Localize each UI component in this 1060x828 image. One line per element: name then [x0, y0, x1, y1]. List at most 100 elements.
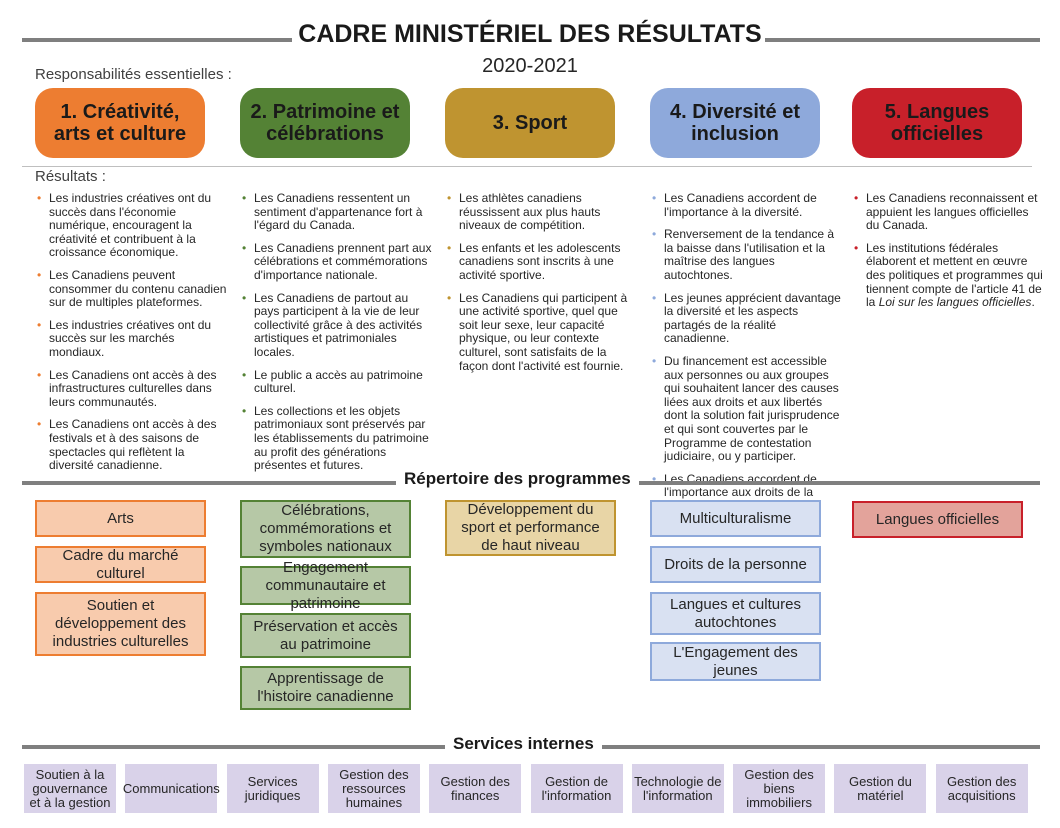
- bullet-icon: •: [37, 317, 42, 332]
- result-text: Les Canadiens peuvent consommer du conte…: [49, 267, 227, 310]
- results-list-5: • Les Canadiens reconnaissent et appuient…: [854, 191, 1044, 319]
- bullet-icon: •: [242, 290, 247, 305]
- responsibility-5: 5. Langues officielles: [852, 88, 1022, 158]
- program-box: Multiculturalisme: [650, 500, 821, 537]
- result-item: • Les Canadiens peuvent consommer du cont…: [37, 267, 227, 310]
- result-text: Les Canadiens accordent de l'importance …: [664, 191, 817, 219]
- result-text: Les Canadiens reconnaissent et appuient …: [866, 191, 1038, 233]
- result-item: • Du financement est accessible aux perso…: [652, 353, 842, 464]
- bullet-icon: •: [37, 367, 42, 382]
- bullet-icon: •: [242, 191, 247, 205]
- program-box: Préservation et accès au patrimoine: [240, 613, 411, 658]
- results-label: Résultats :: [35, 168, 106, 185]
- bullet-icon: •: [37, 267, 42, 282]
- responsibility-4: 4. Diversité et inclusion: [650, 88, 820, 158]
- result-item: • Les industries créatives ont du succès …: [37, 191, 227, 260]
- responsibility-2: 2. Patrimoine et célébrations: [240, 88, 410, 158]
- results-list-2: • Les Canadiens ressentent un sentiment d…: [242, 191, 432, 482]
- responsibilities-label: Responsabilités essentielles :: [35, 66, 232, 83]
- bullet-icon: •: [447, 290, 452, 305]
- result-item: • Le public a accès au patrimoine culture…: [242, 367, 432, 396]
- bullet-icon: •: [242, 240, 247, 255]
- program-box: Soutien et développement des industries …: [35, 592, 206, 656]
- result-item: • Les Canadiens accordent de l'importance…: [652, 191, 842, 219]
- result-text: Renversement de la tendance à la baisse …: [664, 227, 835, 282]
- result-item: • Les Canadiens ressentent un sentiment d…: [242, 191, 432, 233]
- result-text: Du financement est accessible aux person…: [664, 353, 840, 464]
- result-item: • Les Canadiens ont accès à des festivals…: [37, 418, 227, 472]
- result-text: Les collections et les objets patrimonia…: [254, 403, 429, 473]
- bullet-icon: •: [652, 290, 657, 305]
- program-box: Engagement communautaire et patrimoine: [240, 559, 411, 612]
- program-box: Développement du sport et performance de…: [445, 500, 616, 556]
- title-rule-right: [765, 38, 1040, 42]
- service-box: Gestion des biens immobiliers: [733, 764, 826, 813]
- result-item: • Les institutions fédérales élaborent et…: [854, 240, 1044, 310]
- result-text: Les Canadiens prennent part aux célébrat…: [254, 240, 432, 282]
- bullet-icon: •: [37, 417, 42, 432]
- bullet-icon: •: [652, 471, 657, 486]
- program-box: Langues officielles: [852, 501, 1023, 538]
- fiscal-year: 2020-2021: [482, 55, 578, 77]
- result-text: Les Canadiens ont accès à des infrastruc…: [49, 367, 217, 409]
- bullet-icon: •: [242, 367, 247, 382]
- result-text: Les Canadiens ont accès à des festivals …: [49, 417, 217, 473]
- result-text: Les industries créatives ont du succès d…: [49, 191, 212, 260]
- page-title: CADRE MINISTÉRIEL DES RÉSULTATS: [298, 20, 762, 48]
- program-box: Apprentissage de l'histoire canadienne: [240, 666, 411, 710]
- responsibility-3: 3. Sport: [445, 88, 615, 158]
- result-text: Les jeunes apprécient davantage la diver…: [664, 290, 841, 346]
- title-rule-left: [22, 38, 292, 42]
- bullet-icon: •: [447, 240, 452, 255]
- program-box: Langues et cultures autochtones: [650, 592, 821, 635]
- result-item: • Les jeunes apprécient davantage la dive…: [652, 290, 842, 346]
- bullet-icon: •: [854, 240, 859, 255]
- result-text: Les athlètes canadiens réussissent aux p…: [459, 191, 601, 233]
- bullet-icon: •: [652, 191, 657, 205]
- program-box: Arts: [35, 500, 206, 537]
- program-box: Droits de la personne: [650, 546, 821, 583]
- service-box: Communications: [123, 764, 220, 813]
- result-item: • Les athlètes canadiens réussissent aux …: [447, 191, 637, 233]
- result-text: Les institutions fédérales élaborent et …: [866, 240, 1043, 310]
- service-box: Gestion des acquisitions: [935, 764, 1028, 813]
- result-item: • Les enfants et les adolescents canadien…: [447, 240, 637, 283]
- program-box: Cadre du marché culturel: [35, 546, 206, 583]
- result-text: Les Canadiens qui participent à une acti…: [459, 290, 628, 373]
- result-item: • Renversement de la tendance à la baisse…: [652, 227, 842, 282]
- result-item: • Les collections et les objets patrimoni…: [242, 403, 432, 473]
- result-text: Les enfants et les adolescents canadiens…: [459, 240, 621, 282]
- service-box: Soutien à la gouvernance et à la gestion: [24, 764, 116, 813]
- bullet-icon: •: [652, 353, 657, 368]
- result-text: Le public a accès au patrimoine culturel…: [254, 367, 423, 396]
- responsibility-1: 1. Créativité, arts et culture: [35, 88, 205, 158]
- result-item: • Les Canadiens de partout au pays partic…: [242, 290, 432, 360]
- results-list-1: • Les industries créatives ont du succès …: [37, 191, 227, 482]
- bullet-icon: •: [447, 191, 452, 205]
- bullet-icon: •: [242, 403, 247, 418]
- program-box: L'Engagement des jeunes: [650, 642, 821, 681]
- results-list-4: • Les Canadiens accordent de l'importance…: [652, 191, 842, 522]
- result-item: • Les Canadiens reconnaissent et appuient…: [854, 191, 1044, 233]
- result-text: Les Canadiens de partout au pays partici…: [254, 290, 423, 359]
- result-item: • Les Canadiens prennent part aux célébra…: [242, 240, 432, 283]
- result-item: • Les Canadiens qui participent à une act…: [447, 290, 637, 374]
- bullet-icon: •: [854, 191, 859, 205]
- service-box: Services juridiques: [226, 764, 319, 813]
- result-text: Les industries créatives ont du succès s…: [49, 317, 212, 359]
- result-item: • Les industries créatives ont du succès …: [37, 317, 227, 360]
- programs-heading: Répertoire des programmes: [396, 469, 639, 489]
- service-box: Gestion de l'information: [530, 764, 623, 813]
- program-box: Célébrations, commémorations et symboles…: [240, 500, 411, 558]
- bullet-icon: •: [37, 191, 42, 205]
- results-list-3: • Les athlètes canadiens réussissent aux …: [447, 191, 637, 382]
- bullet-icon: •: [652, 227, 657, 242]
- service-box: Gestion du matériel: [834, 764, 927, 813]
- service-box: Gestion des finances: [429, 764, 522, 813]
- service-box: Technologie de l'information: [631, 764, 724, 813]
- divider: [22, 166, 1032, 167]
- result-item: • Les Canadiens ont accès à des infrastru…: [37, 367, 227, 410]
- service-box: Gestion des ressources humaines: [327, 764, 420, 813]
- result-text: Les Canadiens ressentent un sentiment d'…: [254, 191, 423, 233]
- services-heading: Services internes: [445, 734, 602, 754]
